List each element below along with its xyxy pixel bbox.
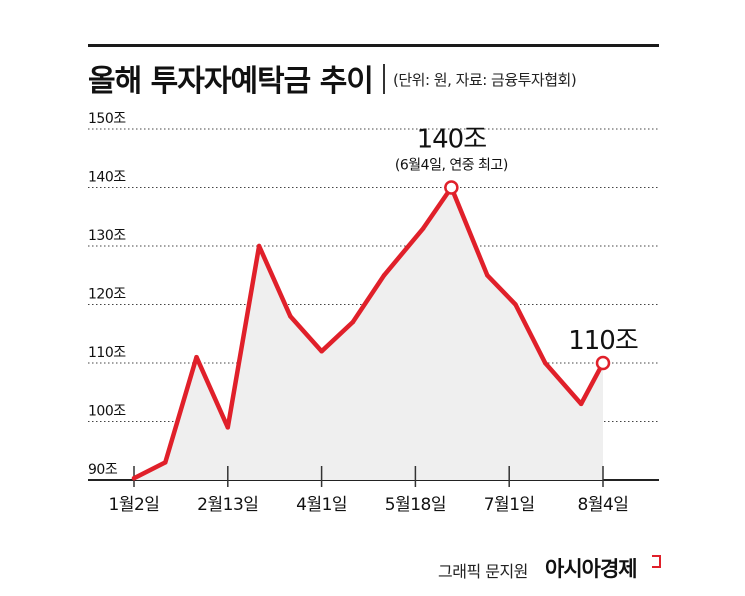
y-tick-label: 150조 [88, 111, 126, 127]
chart-title: 올해 투자자예탁금 추이 [88, 64, 374, 99]
data-point [421, 226, 426, 231]
title-divider [383, 64, 385, 94]
y-tick-label: 120조 [88, 287, 126, 303]
x-tick-label: 5월18일 [385, 495, 446, 515]
data-point [256, 243, 262, 249]
data-point [225, 425, 230, 430]
annotations: 140조 (6월4일, 연중 최고) 110조 [395, 125, 639, 357]
y-tick-label: 140조 [88, 170, 126, 186]
data-point [288, 314, 293, 319]
data-point [578, 401, 584, 407]
highlight-point [595, 355, 611, 371]
data-point [131, 476, 137, 481]
data-points [131, 180, 611, 481]
data-point [319, 349, 324, 354]
y-tick-label: 110조 [88, 345, 126, 361]
brand-logo: 아시아경제 [545, 557, 638, 581]
annotation-value: 110조 [568, 326, 638, 356]
x-tick-label: 7월1일 [484, 495, 535, 515]
top-rule [88, 44, 659, 47]
data-point [542, 360, 548, 366]
data-point [381, 273, 387, 278]
x-tick-label: 2월13일 [197, 495, 258, 515]
data-point [163, 460, 168, 465]
brand-mark-icon [652, 555, 661, 568]
highlight-point [444, 180, 459, 195]
x-tick-label: 8월4일 [578, 495, 629, 515]
y-tick-label: 130조 [88, 228, 126, 244]
data-point [350, 319, 356, 325]
x-tick-label: 1월2일 [109, 495, 160, 515]
annotation-value: 140조 [417, 125, 487, 155]
data-point [513, 302, 518, 307]
series-line [131, 185, 606, 481]
data-point [194, 354, 199, 360]
x-axis-labels: 1월2일 2월13일 4월1일 5월18일 7월1일 8월4일 [109, 495, 629, 515]
y-tick-label: 100조 [88, 404, 126, 420]
area-fill [134, 187, 603, 480]
chart-subtitle: (단위: 원, 자료: 금융투자협회) [393, 71, 577, 89]
y-tick-label: 90조 [88, 462, 118, 478]
data-point [485, 273, 490, 278]
x-tick-label: 4월1일 [296, 495, 347, 515]
y-axis-labels: 90조 100조 110조 120조 130조 140조 150조 [88, 111, 127, 478]
annotation-note: (6월4일, 연중 최고) [395, 158, 508, 174]
graphic-credit: 그래픽 문지원 [438, 562, 528, 581]
